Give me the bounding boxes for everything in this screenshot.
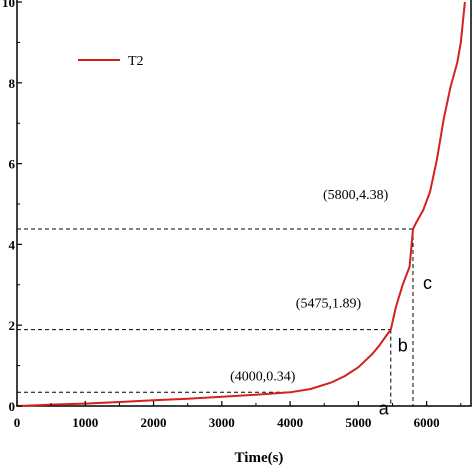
x-tick-label: 4000: [277, 415, 303, 430]
ticks-layer: 0 1000 2000 3000 4000 5000 6000 0 2 4 6 8 10: [2, 0, 462, 430]
x-tick-label: 6000: [414, 415, 440, 430]
x-tick-label: 0: [14, 415, 21, 430]
reference-lines: [17, 228, 414, 406]
y-tick-label: 6: [9, 157, 16, 172]
x-axis-title: Time(s): [235, 450, 284, 466]
x-tick-label: 1000: [72, 415, 98, 430]
point-annotation: (5475,1.89): [296, 297, 362, 312]
legend: T2: [78, 54, 144, 69]
y-tick-label: 8: [9, 76, 16, 91]
plot-border: [16, 0, 472, 407]
segment-label-b: b: [398, 336, 408, 356]
x-tick-label: 3000: [209, 415, 235, 430]
y-tick-label: 4: [9, 237, 16, 252]
x-tick-label: 2000: [141, 415, 167, 430]
series-layer: [16, 1, 466, 407]
x-tick-label: 5000: [345, 415, 371, 430]
annotation-layer: (4000,0.34) (5475,1.89) (5800,4.38) a b c: [230, 188, 432, 418]
point-annotation: (5800,4.38): [323, 188, 389, 203]
plot-frame: [16, 0, 472, 407]
series-line-t2: [16, 1, 466, 407]
segment-label-a: a: [379, 398, 390, 418]
y-tick-label: 2: [9, 318, 16, 333]
segment-label-c: c: [423, 273, 432, 293]
y-tick-label: 0: [9, 399, 16, 414]
legend-label-t2: T2: [128, 54, 144, 69]
y-tick-label: 10: [2, 0, 15, 10]
point-annotation: (4000,0.34): [230, 369, 296, 384]
